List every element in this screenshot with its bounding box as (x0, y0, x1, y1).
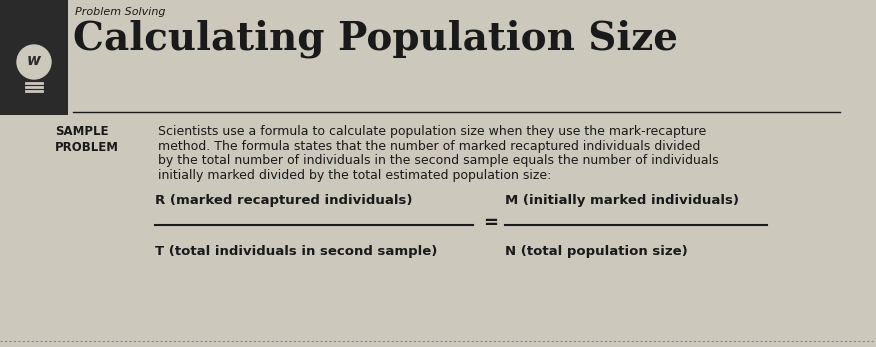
Text: method. The formula states that the number of marked recaptured individuals divi: method. The formula states that the numb… (158, 139, 701, 152)
Text: N (total population size): N (total population size) (505, 245, 688, 258)
Text: Scientists use a formula to calculate population size when they use the mark-rec: Scientists use a formula to calculate po… (158, 125, 706, 138)
Text: SAMPLE: SAMPLE (55, 125, 109, 138)
FancyBboxPatch shape (0, 0, 68, 115)
Text: =: = (483, 214, 498, 232)
Text: PROBLEM: PROBLEM (55, 141, 119, 154)
Text: initially marked divided by the total estimated population size:: initially marked divided by the total es… (158, 169, 551, 181)
Text: by the total number of individuals in the second sample equals the number of ind: by the total number of individuals in th… (158, 154, 718, 167)
Text: Problem Solving: Problem Solving (75, 7, 166, 17)
Text: T (total individuals in second sample): T (total individuals in second sample) (155, 245, 437, 258)
Circle shape (17, 45, 51, 79)
Text: M (initially marked individuals): M (initially marked individuals) (505, 194, 739, 207)
Text: R (marked recaptured individuals): R (marked recaptured individuals) (155, 194, 413, 207)
Text: Calculating Population Size: Calculating Population Size (73, 19, 678, 58)
Text: w: w (27, 52, 41, 68)
